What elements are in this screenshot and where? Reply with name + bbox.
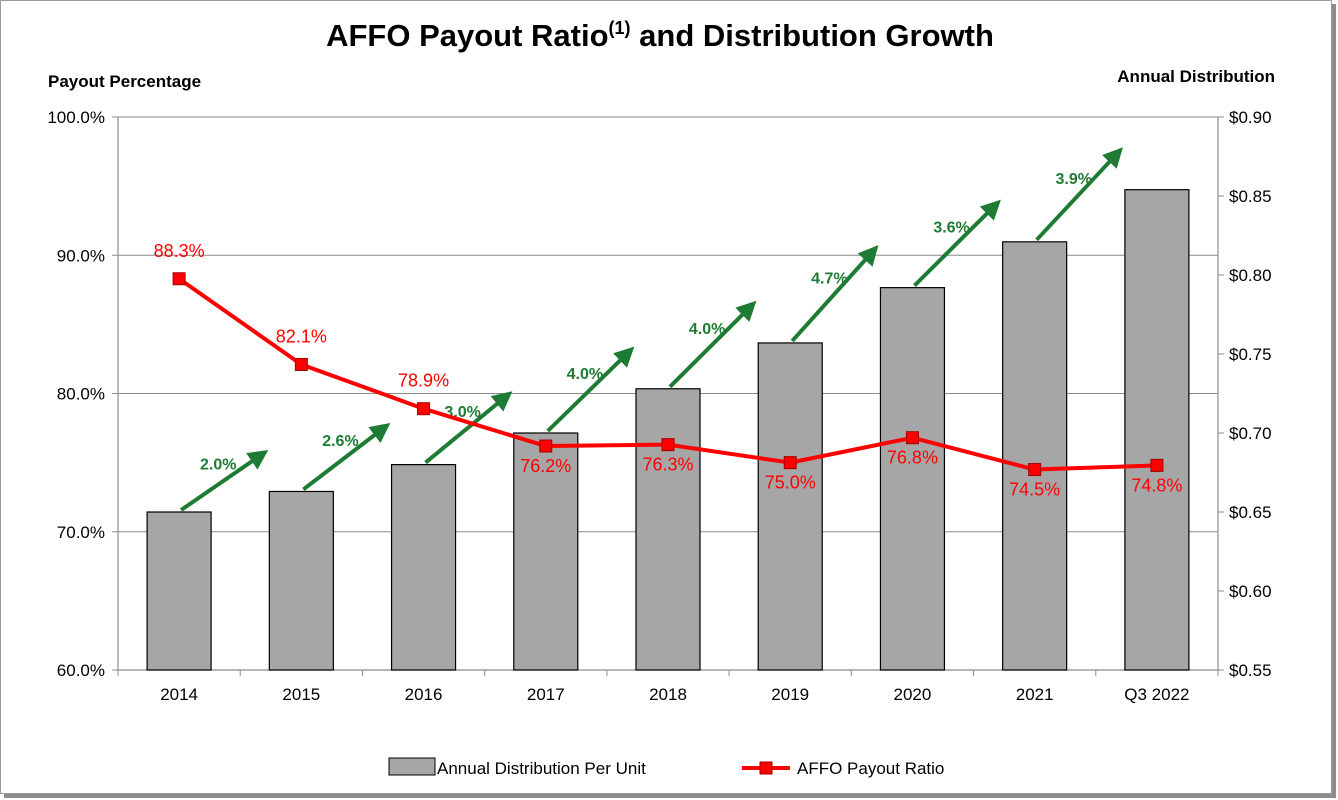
growth-label: 4.0% [689,321,725,338]
growth-arrow [668,300,757,389]
x-tick-label: 2014 [160,685,198,704]
growth-label: 4.7% [811,270,847,287]
growth-label: 2.6% [322,433,358,450]
growth-arrow [424,391,513,465]
x-tick-label: 2015 [282,685,320,704]
growth-arrow [546,346,635,433]
payout-label: 76.8% [887,448,938,468]
payout-label: 88.3% [154,241,205,261]
payout-marker [172,272,186,286]
payout-label: 75.0% [765,473,816,493]
legend-line-marker [759,761,773,775]
chart-title-main: AFFO Payout Ratio [326,18,608,53]
payout-marker [417,402,431,416]
payout-label: 74.5% [1009,480,1060,500]
bar [390,464,457,671]
payout-label: 82.1% [276,326,327,346]
bar [513,432,579,671]
left-tick-label: 80.0% [57,385,105,404]
growth-label: 3.6% [933,220,969,237]
legend-line-label: AFFO Payout Ratio [797,759,944,778]
payout-marker [1150,458,1164,472]
bar [1124,189,1190,671]
right-tick-label: $0.55 [1229,661,1272,680]
right-tick-label: $0.85 [1229,187,1272,206]
x-tick-label: 2021 [1016,685,1054,704]
left-tick-label: 90.0% [57,246,105,265]
x-tick-label: Q3 2022 [1124,685,1189,704]
legend-bar-swatch [388,757,436,776]
payout-marker [661,438,675,452]
right-axis-title: Annual Distribution [1117,67,1275,86]
bar [268,490,334,671]
legend-bar-label: Annual Distribution Per Unit [437,759,646,778]
x-tick-label: 2020 [894,685,932,704]
payout-marker [294,357,308,371]
growth-label: 4.0% [567,366,603,383]
payout-marker [783,456,797,470]
left-tick-label: 60.0% [57,661,105,680]
payout-label: 76.3% [642,455,693,475]
right-tick-label: $0.60 [1229,582,1272,601]
bar [635,388,701,671]
x-tick-label: 2018 [649,685,687,704]
payout-marker [1028,463,1042,477]
bar [757,342,823,671]
chart-title: AFFO Payout Ratio(1) and Distribution Gr… [326,18,994,53]
payout-label: 76.2% [520,456,571,476]
payout-marker [905,431,919,445]
left-tick-label: 100.0% [47,108,105,127]
bar [879,287,946,671]
growth-arrow [790,245,879,343]
chart-title-superscript: (1) [609,18,631,38]
x-tick-label: 2016 [405,685,443,704]
bar [146,511,212,671]
growth-arrow [913,199,1001,288]
legend: Annual Distribution Per Unit AFFO Payout … [388,757,944,778]
growth-arrow [1035,147,1123,242]
right-tick-label: $0.70 [1229,424,1272,443]
payout-label: 78.9% [398,371,449,391]
bar [1002,241,1068,671]
payout-marker [539,439,553,453]
growth-label: 3.9% [1056,171,1092,188]
growth-arrow [179,450,269,512]
x-tick-label: 2019 [771,685,809,704]
left-tick-label: 70.0% [57,523,105,542]
right-tick-label: $0.75 [1229,345,1272,364]
growth-arrow [302,422,391,492]
right-tick-label: $0.80 [1229,266,1272,285]
payout-label: 74.8% [1131,475,1182,495]
chart-title-suffix: and Distribution Growth [631,18,994,53]
right-tick-label: $0.65 [1229,503,1272,522]
plot-area: 60.0% 70.0% 80.0% 90.0% 100.0% $0.55 $0.60 $0.6… [47,108,1271,704]
right-tick-label: $0.90 [1229,108,1272,127]
left-axis-title: Payout Percentage [48,72,201,91]
growth-label: 2.0% [200,457,236,474]
x-tick-label: 2017 [527,685,565,704]
